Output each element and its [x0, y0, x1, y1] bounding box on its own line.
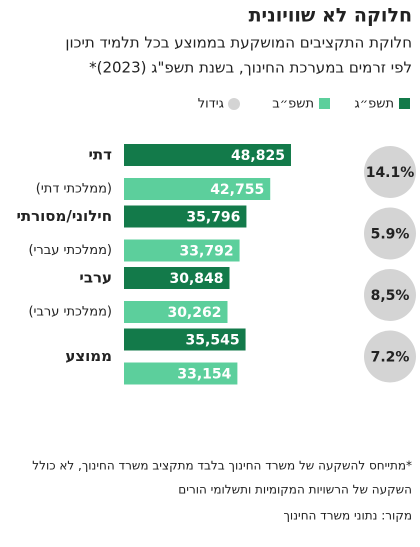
category-sublabel: (ממלכתי דתי): [36, 182, 112, 197]
value-label: 30,848: [169, 271, 223, 287]
value-label: 42,755: [210, 182, 264, 198]
growth-circle: [364, 207, 416, 260]
value-label: 48,825: [231, 148, 285, 164]
category-label: חילוני/מסורתי: [16, 207, 112, 225]
value-label: 33,792: [180, 244, 234, 260]
bar: [124, 239, 240, 262]
footnote: השקעה של הרשויות המקומיות ותשלומי הורים: [178, 483, 412, 497]
category-label: ערבי: [79, 269, 112, 287]
growth-circle: [364, 330, 416, 383]
growth-label: 5.9%: [371, 227, 410, 243]
legend-label: גידול: [198, 97, 224, 112]
category-label: ממוצע: [65, 347, 112, 365]
subtitle: חלוקת התקציבים המושקעת בממוצע בכל תלמיד …: [65, 34, 412, 52]
source: מקור: נתוני משרד החינוך: [283, 509, 412, 523]
subtitle: לפי זרמים במערכת החינוך, בשנת תשפ"ג (202…: [89, 59, 412, 77]
value-label: 35,796: [186, 210, 240, 226]
growth-circle: [364, 146, 416, 198]
category-sublabel: (ממלכתי עברי): [28, 243, 112, 258]
bar: [124, 205, 247, 228]
category-sublabel: (ממלכתי ערבי): [28, 305, 112, 320]
bar: [124, 178, 271, 200]
legend-swatch: [399, 98, 410, 109]
value-label: 35,545: [186, 333, 240, 349]
growth-circle: [364, 269, 416, 321]
growth-label: 7.2%: [371, 350, 410, 366]
legend-swatch: [228, 98, 240, 110]
bar: [124, 144, 291, 166]
growth-label: 8,5%: [371, 288, 410, 304]
category-label: דתי: [89, 146, 113, 164]
bar: [124, 362, 238, 385]
footnote: *מתייחס להשקעה של משרד החינוך בלבד מתקצי…: [32, 459, 412, 473]
legend-label: תשפ״ב: [272, 97, 314, 112]
legend-label: תשפ״ג: [354, 97, 394, 112]
chart-title: חלוקה לא שוויונית: [249, 5, 412, 27]
growth-label: 14.1%: [366, 165, 415, 181]
bar: [124, 328, 246, 351]
bar: [124, 267, 230, 289]
value-label: 33,154: [177, 367, 231, 383]
bar: [124, 301, 228, 323]
value-label: 30,262: [167, 305, 221, 321]
legend-swatch: [319, 98, 330, 109]
